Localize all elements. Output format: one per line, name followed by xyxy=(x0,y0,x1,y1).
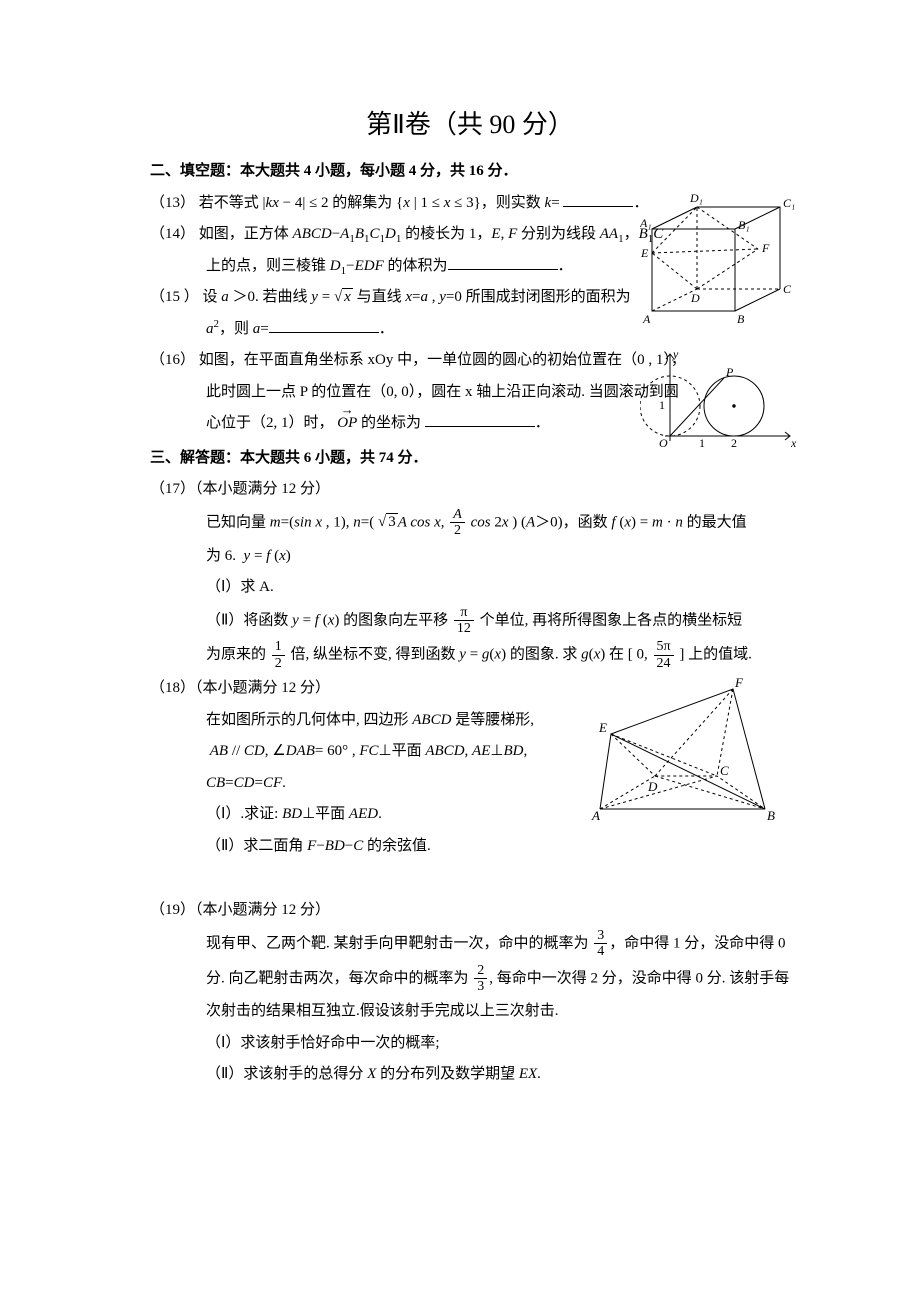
frac-pi12-n: π xyxy=(454,605,474,621)
solid-label-F: F xyxy=(734,675,744,690)
q14-l1: 如图，正方体 ABCD−A1B1C1D1 的棱长为 1，E, F 分别为线段 A… xyxy=(199,226,664,242)
q16-l3a: 心位于（2, 1）时， xyxy=(206,415,334,431)
cube-label-B1: B₁ xyxy=(738,218,750,232)
q17-l1: 已知向量 m=(sin x , 1), n=( 3A cos x, A2 cos… xyxy=(206,507,790,539)
q19-l3: 次射击的结果相互独立.假设该射手完成以上三次射击. xyxy=(206,997,790,1026)
solid-label-A: A xyxy=(591,808,600,823)
frac-5pi24-n: 5π xyxy=(654,639,674,655)
cube-label-C1: C₁ xyxy=(783,196,795,210)
q13-num: （13） xyxy=(150,195,195,211)
roll-label-P: P xyxy=(725,365,734,379)
q13-blank xyxy=(563,192,633,207)
solid-label-D: D xyxy=(647,779,658,794)
cube-label-B: B xyxy=(737,312,745,326)
q14-num: （14） xyxy=(150,226,195,242)
figure-cube: D₁ C₁ A₁ B₁ E F D C A B xyxy=(640,189,800,344)
frac-A2-d: 2 xyxy=(450,523,465,538)
q16-l1: 如图，在平面直角坐标系 xOy 中，一单位圆的圆心的初始位置在（0 , 1）， xyxy=(199,352,686,368)
roll-label-2: 2 xyxy=(731,436,737,450)
cube-label-F: F xyxy=(761,241,770,255)
cube-label-D1: D₁ xyxy=(689,191,703,205)
figure-solid: F E D C A B xyxy=(585,674,780,824)
roll-label-1y: 1 xyxy=(659,398,665,412)
cube-label-E: E xyxy=(640,246,649,260)
q17-l2: 为 6. y = f (x) xyxy=(206,542,790,571)
q17-p1: （Ⅰ）求 A. xyxy=(206,573,790,602)
q15-num: （15 ） xyxy=(150,289,199,305)
solid-label-C: C xyxy=(720,763,729,778)
roll-label-x: x xyxy=(790,436,797,450)
cube-label-A: A xyxy=(642,312,651,326)
q13-text: 若不等式 |kx − 4| ≤ 2 的解集为 {x | 1 ≤ x ≤ 3}，则… xyxy=(199,195,560,211)
q17-header: （17）（本小题满分 12 分） xyxy=(150,475,790,504)
q16-l3b: 的坐标为 xyxy=(361,415,421,431)
solid-label-B: B xyxy=(767,808,775,823)
q15-l1: 设 a ＞0. 若曲线 y = x 与直线 x=a , y=0 所围成封闭图形的… xyxy=(203,289,631,305)
figure-rolling-circle: y x O P 1 2 1 xyxy=(640,346,800,456)
q19-p1: （Ⅰ）求该射手恰好命中一次的概率; xyxy=(206,1029,790,1058)
frac-23-n: 2 xyxy=(474,963,487,979)
page-title: 第Ⅱ卷（共 90 分） xyxy=(150,100,790,149)
cube-label-D: D xyxy=(690,291,700,305)
frac-A2-n: A xyxy=(450,507,465,523)
q15-blank xyxy=(269,318,379,333)
frac-pi12-d: 12 xyxy=(454,621,474,636)
frac-half-d: 2 xyxy=(272,656,285,671)
q18-p2: （Ⅱ）求二面角 F−BD−C 的余弦值. xyxy=(206,832,790,861)
q17-p3: 为原来的 12 倍, 纵坐标不变, 得到函数 y = g(x) 的图象. 求 g… xyxy=(206,639,790,671)
cube-label-A1: A₁ xyxy=(640,216,652,230)
frac-5pi24-d: 24 xyxy=(654,656,674,671)
frac-34-d: 4 xyxy=(594,944,607,959)
q19-p2: （Ⅱ）求该射手的总得分 X 的分布列及数学期望 EX. xyxy=(206,1060,790,1089)
q19-l1: 现有甲、乙两个靶. 某射手向甲靶射击一次，命中的概率为 34，命中得 1 分，没… xyxy=(206,928,790,960)
q19-l2: 分. 向乙靶射击两次，每次命中的概率为 23, 每命中一次得 2 分，没命中得 … xyxy=(206,963,790,995)
roll-label-1: 1 xyxy=(699,436,705,450)
solid-label-E: E xyxy=(598,720,607,735)
q14-blank xyxy=(448,255,558,270)
section2-heading: 二、填空题：本大题共 4 小题，每小题 4 分，共 16 分． xyxy=(150,157,790,186)
frac-half-n: 1 xyxy=(272,639,285,655)
q17-p2: （Ⅱ）将函数 y = f (x) 的图象向左平移 π12 个单位, 再将所得图象… xyxy=(206,605,790,637)
q16-num: （16） xyxy=(150,352,195,368)
cube-label-C: C xyxy=(783,282,792,296)
roll-label-y: y xyxy=(672,347,679,361)
frac-23-d: 3 xyxy=(474,979,487,994)
frac-34-n: 3 xyxy=(594,928,607,944)
q19-header: （19）（本小题满分 12 分） xyxy=(150,896,790,925)
q16-blank xyxy=(425,413,535,428)
vector-OP: OP xyxy=(337,409,357,438)
roll-label-O: O xyxy=(659,436,668,450)
